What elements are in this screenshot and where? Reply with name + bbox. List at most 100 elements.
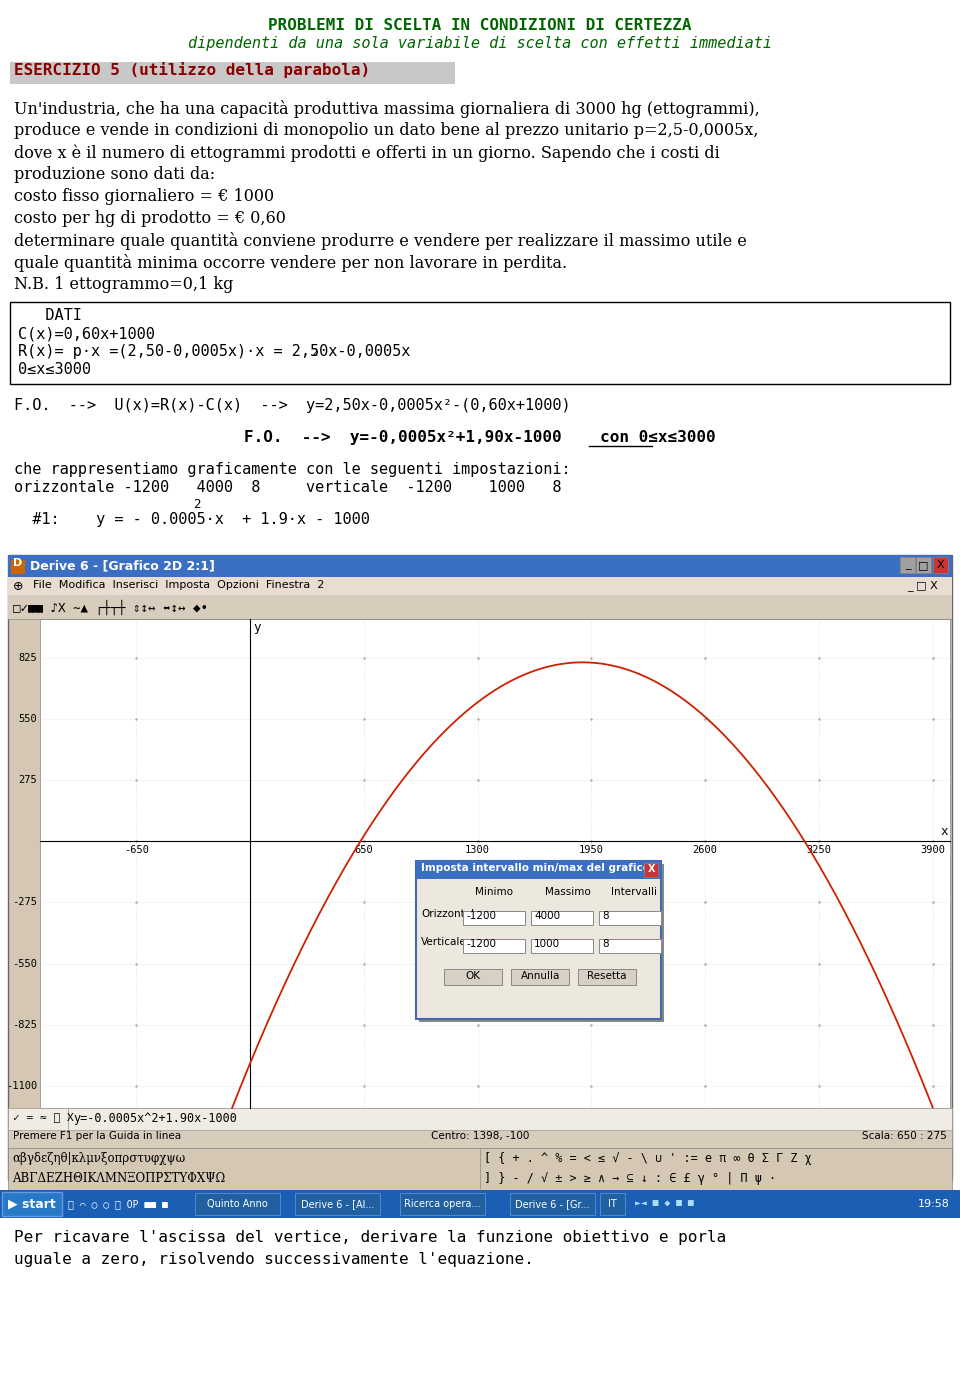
Bar bbox=[599, 911, 661, 925]
Text: F.O.  -->  U(x)=R(x)-C(x)  -->  y=2,50x-0,0005x²-(0,60x+1000): F.O. --> U(x)=R(x)-C(x) --> y=2,50x-0,00… bbox=[14, 398, 570, 413]
Bar bbox=[10, 302, 950, 384]
Text: Intervalli: Intervalli bbox=[612, 887, 658, 898]
Text: ▶ start: ▶ start bbox=[8, 1197, 56, 1211]
Text: 275: 275 bbox=[18, 775, 37, 786]
Text: Per ricavare l'ascissa del vertice, derivare la funzione obiettivo e porla: Per ricavare l'ascissa del vertice, deri… bbox=[14, 1230, 727, 1246]
Bar bbox=[531, 911, 593, 925]
Bar bbox=[599, 939, 661, 953]
Text: 2: 2 bbox=[14, 499, 202, 511]
Text: IT: IT bbox=[608, 1199, 617, 1208]
Text: uguale a zero, risolvendo successivamente l'equazione.: uguale a zero, risolvendo successivament… bbox=[14, 1253, 534, 1266]
Text: αβγδεζηθ|κλμνξοπρστυφχψω: αβγδεζηθ|κλμνξοπρστυφχψω bbox=[12, 1152, 185, 1166]
Bar bbox=[195, 1193, 280, 1215]
Text: Derive 6 - [Grafico 2D 2:1]: Derive 6 - [Grafico 2D 2:1] bbox=[30, 559, 215, 572]
Text: DATI: DATI bbox=[18, 308, 82, 323]
Text: -825: -825 bbox=[12, 1019, 37, 1030]
Text: PROBLEMI DI SCELTA IN CONDIZIONI DI CERTEZZA: PROBLEMI DI SCELTA IN CONDIZIONI DI CERT… bbox=[268, 18, 692, 33]
Bar bbox=[8, 577, 952, 595]
Bar bbox=[417, 862, 661, 1019]
Text: costo fisso giornaliero = € 1000: costo fisso giornaliero = € 1000 bbox=[14, 188, 275, 204]
Text: 2600: 2600 bbox=[692, 845, 717, 855]
Text: 1950: 1950 bbox=[579, 845, 604, 855]
Text: OK: OK bbox=[466, 971, 481, 982]
Text: Massimo: Massimo bbox=[545, 887, 591, 898]
Text: File  Modifica  Inserisci  Imposta  Opzioni  Finestra  2: File Modifica Inserisci Imposta Opzioni … bbox=[33, 580, 324, 590]
Text: Imposta intervallo min/max del grafico: Imposta intervallo min/max del grafico bbox=[421, 863, 650, 873]
Text: determinare quale quantità conviene produrre e vendere per realizzare il massimo: determinare quale quantità conviene prod… bbox=[14, 232, 747, 250]
Text: quale quantità minima occorre vendere per non lavorare in perdita.: quale quantità minima occorre vendere pe… bbox=[14, 254, 567, 272]
Text: ESERCIZIO 5 (utilizzo della parabola): ESERCIZIO 5 (utilizzo della parabola) bbox=[14, 62, 371, 77]
Text: -275: -275 bbox=[12, 898, 37, 907]
Text: ►◄ ■ ◆ ■ ■: ►◄ ■ ◆ ■ ■ bbox=[635, 1199, 694, 1208]
Text: produzione sono dati da:: produzione sono dati da: bbox=[14, 166, 215, 184]
Bar bbox=[531, 939, 593, 953]
Text: □: □ bbox=[919, 561, 928, 570]
Text: -1200: -1200 bbox=[467, 911, 496, 921]
Text: Centro: 1398, -100: Centro: 1398, -100 bbox=[431, 1131, 529, 1141]
Text: Derive 6 - [Gr...: Derive 6 - [Gr... bbox=[516, 1199, 589, 1208]
Text: 1300: 1300 bbox=[465, 845, 490, 855]
Text: Minimo: Minimo bbox=[475, 887, 514, 898]
Text: Un'industria, che ha una capacità produttiva massima giornaliera di 3000 hg (ett: Un'industria, che ha una capacità produt… bbox=[14, 99, 759, 117]
Bar bbox=[40, 619, 950, 1108]
Bar bbox=[8, 595, 952, 619]
Text: -1200: -1200 bbox=[467, 939, 496, 949]
Text: che rappresentiamo graficamente con le seguenti impostazioni:: che rappresentiamo graficamente con le s… bbox=[14, 463, 570, 476]
Text: _: _ bbox=[904, 561, 910, 570]
Bar bbox=[0, 1190, 960, 1218]
Bar bbox=[8, 1148, 952, 1190]
Text: 550: 550 bbox=[18, 714, 37, 724]
Text: 2: 2 bbox=[311, 348, 318, 358]
Text: -1100: -1100 bbox=[6, 1081, 37, 1091]
Text: y=-0.0005x^2+1.90x-1000: y=-0.0005x^2+1.90x-1000 bbox=[73, 1112, 237, 1126]
Text: 3250: 3250 bbox=[806, 845, 831, 855]
Text: 4000: 4000 bbox=[535, 911, 561, 921]
Text: D: D bbox=[13, 558, 23, 568]
Bar bbox=[510, 1193, 595, 1215]
Bar bbox=[600, 1193, 625, 1215]
Text: Resetta: Resetta bbox=[588, 971, 627, 982]
Text: costo per hg di prodotto = € 0,60: costo per hg di prodotto = € 0,60 bbox=[14, 210, 286, 226]
Text: 650: 650 bbox=[354, 845, 373, 855]
Text: 3900: 3900 bbox=[920, 845, 945, 855]
Text: ⛃ ⌒ ○ ○ ⬤ OP ■■ ■: ⛃ ⌒ ○ ○ ⬤ OP ■■ ■ bbox=[68, 1199, 168, 1208]
Bar bbox=[8, 1108, 952, 1130]
Text: 0≤x≤3000: 0≤x≤3000 bbox=[18, 362, 91, 377]
Bar bbox=[400, 1193, 485, 1215]
Text: 825: 825 bbox=[18, 653, 37, 663]
Bar bbox=[11, 561, 25, 574]
Text: Scala: 650 : 275: Scala: 650 : 275 bbox=[862, 1131, 947, 1141]
Text: x: x bbox=[941, 826, 948, 838]
Bar bbox=[464, 939, 525, 953]
Text: □✓■■ ♪X ∼▲ ┌┼┬┼ ⇕↕↔ ⬌↕↔ ◆•: □✓■■ ♪X ∼▲ ┌┼┬┼ ⇕↕↔ ⬌↕↔ ◆• bbox=[13, 599, 208, 616]
Text: y: y bbox=[253, 621, 260, 634]
Bar bbox=[644, 863, 659, 877]
Text: Annulla: Annulla bbox=[520, 971, 560, 982]
Text: 8: 8 bbox=[602, 939, 609, 949]
Text: Orizzontale:: Orizzontale: bbox=[421, 909, 485, 920]
Text: -550: -550 bbox=[12, 958, 37, 968]
Bar bbox=[10, 62, 455, 84]
Text: 1000: 1000 bbox=[535, 939, 561, 949]
Text: ΑΒΓΔΕΖΗΘΙΚΛΜΝΞΟΠΡΣΤΥΦΧΨΩ: ΑΒΓΔΕΖΗΘΙΚΛΜΝΞΟΠΡΣΤΥΦΧΨΩ bbox=[12, 1172, 226, 1185]
Text: ⊕: ⊕ bbox=[13, 580, 23, 592]
Text: produce e vende in condizioni di monopolio un dato bene al prezzo unitario p=2,5: produce e vende in condizioni di monopol… bbox=[14, 122, 758, 139]
Bar bbox=[933, 557, 948, 573]
Bar bbox=[578, 969, 636, 985]
Bar bbox=[417, 862, 661, 880]
Text: ✓ = ≈ ⨷ X: ✓ = ≈ ⨷ X bbox=[13, 1112, 74, 1121]
Bar bbox=[8, 555, 952, 577]
Bar bbox=[512, 969, 569, 985]
Text: -650: -650 bbox=[124, 845, 149, 855]
Text: Quinto Anno: Quinto Anno bbox=[207, 1199, 268, 1208]
Bar bbox=[8, 555, 952, 1179]
Text: _ □ X: _ □ X bbox=[907, 580, 938, 591]
Bar bbox=[900, 557, 915, 573]
Text: X: X bbox=[647, 865, 655, 874]
Text: Premere F1 per la Guida in linea: Premere F1 per la Guida in linea bbox=[13, 1131, 181, 1141]
FancyBboxPatch shape bbox=[2, 1192, 62, 1217]
Text: dipendenti da una sola variabile di scelta con effetti immediati: dipendenti da una sola variabile di scel… bbox=[188, 36, 772, 51]
Text: C(x)=0,60x+1000: C(x)=0,60x+1000 bbox=[18, 326, 155, 341]
Text: #1:    y = - 0.0005·x  + 1.9·x - 1000: #1: y = - 0.0005·x + 1.9·x - 1000 bbox=[14, 512, 370, 528]
Text: R(x)= p·x =(2,50-0,0005x)·x = 2,50x-0,0005x: R(x)= p·x =(2,50-0,0005x)·x = 2,50x-0,00… bbox=[18, 344, 410, 359]
